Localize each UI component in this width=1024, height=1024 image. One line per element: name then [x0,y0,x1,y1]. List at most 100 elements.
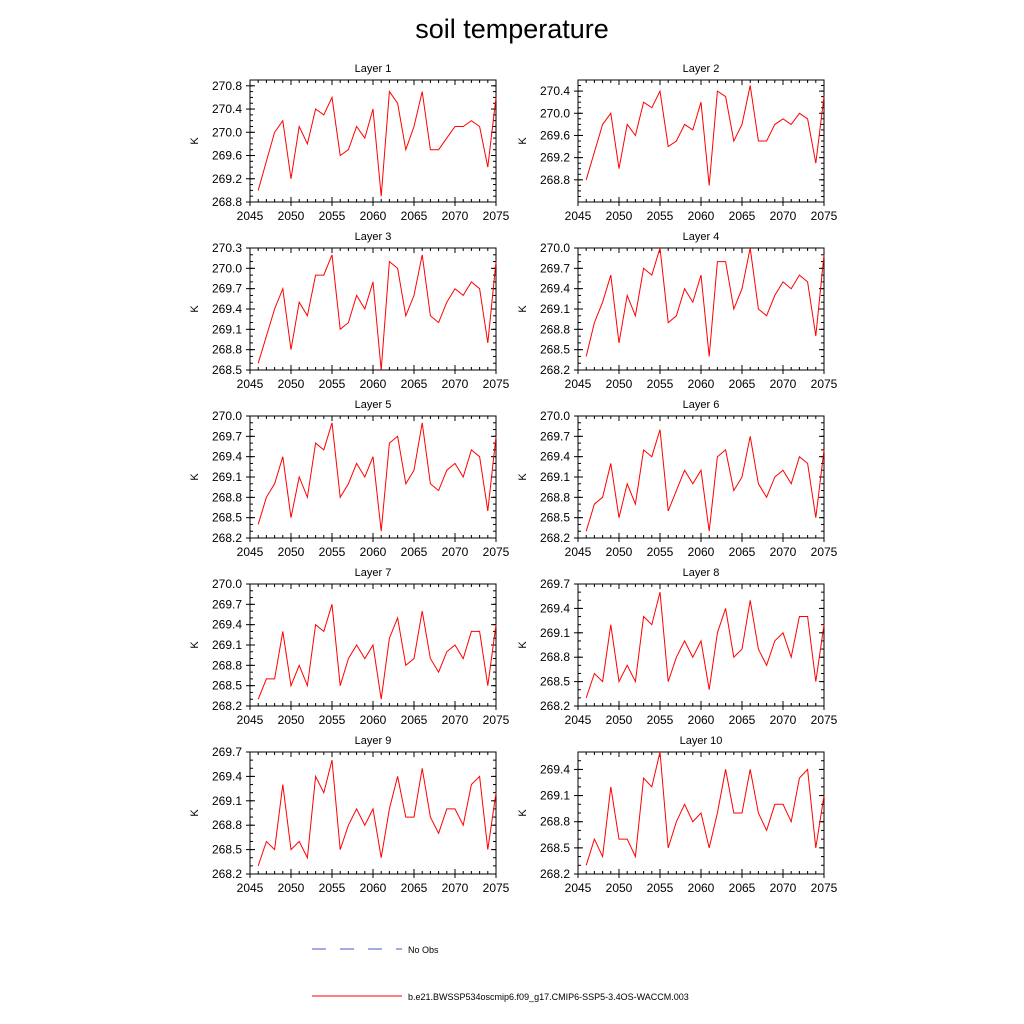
y-tick-label: 268.2 [540,531,570,545]
panel-title: Layer 1 [355,63,392,75]
x-tick-label: 2065 [729,545,756,559]
x-tick-label: 2055 [319,209,346,223]
x-tick-label: 2070 [770,209,797,223]
y-tick-label: 268.5 [540,841,570,855]
y-tick-label: 269.7 [540,429,570,443]
x-tick-label: 2075 [483,713,510,727]
y-axis-label: K [517,137,529,145]
x-tick-label: 2070 [770,713,797,727]
x-tick-label: 2045 [565,377,592,391]
x-tick-label: 2075 [483,545,510,559]
x-tick-label: 2055 [319,545,346,559]
y-tick-label: 268.8 [212,658,242,672]
series-line [585,85,825,186]
x-tick-label: 2060 [688,713,715,727]
y-tick-label: 269.4 [540,282,570,296]
x-tick-label: 2055 [647,377,674,391]
chart-title: soil temperature [415,14,609,44]
series-line [257,759,497,867]
x-tick-label: 2065 [729,881,756,895]
x-tick-label: 2070 [442,377,469,391]
x-tick-label: 2070 [770,881,797,895]
x-tick-label: 2065 [401,713,428,727]
panel-layer-5: Layer 5 K 2045 2050 2055 2060 2065 2070 2075 268.… [189,399,510,559]
panel-title: Layer 10 [680,735,723,747]
x-tick-label: 2070 [442,209,469,223]
panel-title: Layer 5 [355,399,392,411]
plot-frame [249,247,497,371]
x-tick-label: 2060 [688,881,715,895]
x-tick-label: 2060 [360,209,387,223]
y-tick-label: 268.8 [540,815,570,829]
panels-layer: Layer 1 K 2045 2050 2055 2060 2065 2070 2075 268.… [189,63,838,895]
panel-layer-6: Layer 6 K 2045 2050 2055 2060 2065 2070 2075 268.… [517,399,838,559]
x-tick-label: 2055 [647,881,674,895]
y-tick-label: 269.1 [212,470,242,484]
x-tick-label: 2070 [442,713,469,727]
x-tick-label: 2045 [565,713,592,727]
panel-title: Layer 2 [683,63,720,75]
y-tick-label: 268.2 [212,699,242,713]
series-line [585,751,825,866]
y-tick-label: 269.4 [212,769,242,783]
y-tick-label: 268.2 [212,531,242,545]
panel-layer-10: Layer 10 K 2045 2050 2055 2060 2065 2070 2075 268… [517,735,838,895]
x-tick-label: 2060 [360,545,387,559]
x-tick-label: 2050 [278,209,305,223]
x-tick-label: 2045 [565,881,592,895]
panel-layer-9: Layer 9 K 2045 2050 2055 2060 2065 2070 2075 268.… [189,735,510,895]
y-tick-label: 269.1 [540,302,570,316]
y-tick-label: 270.4 [540,84,570,98]
series-line [257,254,497,371]
y-tick-label: 269.7 [540,261,570,275]
x-tick-label: 2055 [319,377,346,391]
y-tick-label: 268.8 [540,650,570,664]
y-tick-label: 268.2 [540,867,570,881]
x-tick-label: 2075 [811,209,838,223]
x-tick-label: 2045 [565,545,592,559]
y-tick-label: 268.8 [212,818,242,832]
y-tick-label: 270.0 [540,241,570,255]
y-tick-label: 269.1 [212,794,242,808]
x-tick-label: 2070 [442,545,469,559]
x-tick-label: 2065 [401,209,428,223]
panel-layer-7: Layer 7 K 2045 2050 2055 2060 2065 2070 2075 268.… [189,567,510,727]
y-tick-label: 270.0 [212,409,242,423]
x-tick-label: 2055 [647,209,674,223]
y-tick-label: 268.5 [540,343,570,357]
y-tick-label: 269.4 [540,450,570,464]
x-tick-label: 2065 [401,881,428,895]
y-tick-label: 268.8 [212,490,242,504]
y-tick-label: 269.1 [540,626,570,640]
x-tick-label: 2055 [319,713,346,727]
y-tick-label: 269.2 [212,172,242,186]
x-tick-label: 2065 [401,377,428,391]
y-tick-label: 269.6 [540,128,570,142]
x-tick-label: 2045 [237,881,264,895]
x-tick-label: 2055 [319,881,346,895]
x-tick-label: 2050 [278,377,305,391]
y-tick-label: 269.7 [212,429,242,443]
x-tick-label: 2060 [360,713,387,727]
plot-frame [249,751,497,875]
y-axis-label: K [517,305,529,313]
y-tick-label: 269.1 [540,470,570,484]
x-tick-label: 2060 [688,545,715,559]
y-tick-label: 269.1 [212,322,242,336]
y-tick-label: 269.6 [212,149,242,163]
x-tick-label: 2075 [811,713,838,727]
y-tick-label: 268.5 [212,511,242,525]
x-tick-label: 2070 [770,377,797,391]
y-tick-label: 270.3 [212,241,242,255]
legend: No Obs b.e21.BWSSP534oscmip6.f09_g17.CMI… [312,945,689,1002]
y-tick-label: 269.4 [212,618,242,632]
x-tick-label: 2050 [606,713,633,727]
y-tick-label: 269.4 [540,601,570,615]
x-tick-label: 2050 [278,713,305,727]
y-axis-label: K [189,305,201,313]
x-tick-label: 2075 [811,545,838,559]
y-tick-label: 268.2 [540,363,570,377]
x-tick-label: 2075 [811,377,838,391]
x-tick-label: 2050 [278,545,305,559]
y-tick-label: 269.2 [540,151,570,165]
